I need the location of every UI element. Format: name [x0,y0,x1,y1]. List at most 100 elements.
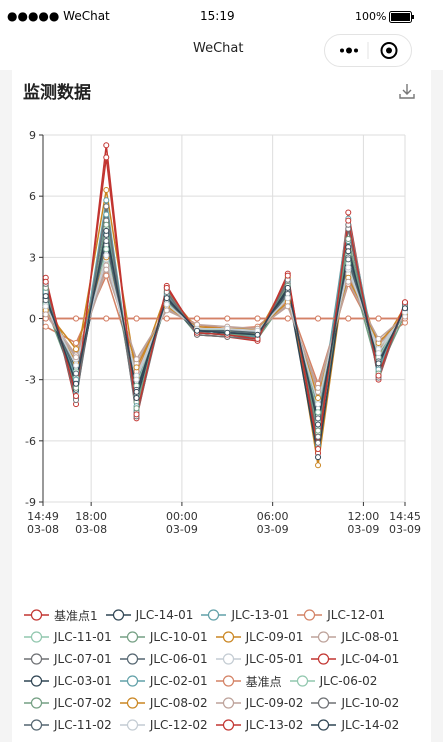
legend-item[interactable]: JLC-11-02 [24,717,112,733]
capsule[interactable] [324,34,412,67]
legend-label: JLC-09-02 [245,696,304,710]
legend-marker [30,719,43,731]
legend-label: JLC-07-02 [54,696,112,710]
legend-item[interactable]: JLC-14-02 [311,717,399,733]
clock: 15:19 [200,9,235,23]
legend-icon [201,609,227,621]
legend-icon [311,631,337,643]
x-tick-label-line: 12:00 [348,510,380,523]
point [42,311,49,318]
x-tick-label-line: 18:00 [75,510,107,523]
point [163,307,170,314]
point [375,360,382,367]
legend-item[interactable]: JLC-10-02 [311,695,399,711]
legend-marker [126,631,138,643]
point [103,154,110,161]
point [73,354,80,361]
legend-item[interactable]: JLC-12-02 [119,717,208,733]
point [315,439,322,446]
legend-label: JLC-06-01 [149,652,208,666]
point [73,392,80,399]
legend-item[interactable]: JLC-13-01 [201,607,289,623]
point [375,350,382,357]
point [284,303,291,310]
x-tick-label-line: 06:00 [257,510,289,523]
series-line [45,145,406,454]
legend-icon [311,719,337,731]
point [315,401,322,408]
point [103,211,110,218]
legend-item[interactable]: JLC-09-02 [215,695,304,711]
legend-item[interactable]: JLC-05-01 [215,651,303,667]
x-tick-label-line: 03-09 [166,523,198,536]
legend-icon [24,631,49,643]
legend-label: JLC-13-01 [231,608,290,622]
legend-marker [208,609,220,621]
point [284,272,291,279]
point [315,433,322,440]
legend-item[interactable]: JLC-11-01 [24,629,112,645]
carrier: ●●●●● WeChat [7,9,110,23]
legend-label: 基准点 [245,674,282,689]
legend-item[interactable]: JLC-08-02 [119,695,208,711]
legend-item[interactable]: JLC-06-01 [119,651,208,667]
point [224,329,231,336]
point [73,339,80,346]
legend-item[interactable]: 基准点1 [24,607,98,623]
legend-label: JLC-10-02 [341,696,400,710]
point [345,256,352,263]
point [315,384,322,391]
legend-icon [105,609,131,621]
point [103,203,110,210]
point [194,327,201,334]
legend: 基准点1 JLC-14-01 JLC-13-01 JLC-12-01 JLC-11-01… [24,607,424,733]
legend-label: JLC-14-01 [135,608,194,622]
legend-item[interactable]: JLC-07-02 [24,695,112,711]
point [42,293,49,300]
point [133,364,140,371]
point [345,315,352,322]
legend-marker [222,631,234,643]
legend-item[interactable]: JLC-04-01 [311,651,399,667]
point [73,362,80,369]
legend-item[interactable]: JLC-12-01 [297,607,385,623]
point [73,380,80,387]
legend-label: 基准点1 [54,608,98,623]
x-tick-label: 00:00 03-09 [166,510,198,536]
legend-item[interactable]: JLC-03-01 [24,673,112,689]
point [163,284,170,291]
legend-label: JLC-10-01 [149,630,208,644]
x-tick-label: 06:00 03-09 [257,510,289,536]
point [254,331,261,338]
point [133,388,140,395]
point [103,252,110,259]
legend-marker [30,675,43,687]
point [163,301,170,308]
download-icon[interactable] [398,82,416,100]
legend-marker [126,653,138,665]
point [42,278,49,285]
legend-item[interactable]: JLC-13-02 [215,717,303,733]
legend-item[interactable]: JLC-07-01 [24,651,112,667]
legend-item[interactable]: JLC-02-01 [119,673,208,689]
legend-item[interactable]: JLC-06-02 [289,673,377,689]
legend-item[interactable]: JLC-08-01 [311,629,399,645]
point [103,227,110,234]
x-tick-label-line: 14:45 [389,510,421,523]
legend-item[interactable]: JLC-14-01 [105,607,194,623]
lines [45,145,406,466]
point [133,411,140,418]
point [345,264,352,271]
point [315,395,322,402]
point [315,462,322,469]
legend-item[interactable]: 基准点 [215,673,282,689]
legend-label: JLC-08-01 [341,630,400,644]
legend-item[interactable]: JLC-09-01 [215,629,303,645]
legend-icon [119,653,145,665]
legend-marker [126,697,138,709]
legend-item[interactable]: JLC-10-01 [119,629,208,645]
x-tick-label-line: 03-09 [347,523,379,536]
x-tick-label: 14:49 03-08 [27,510,59,536]
legend-icon [215,675,241,687]
legend-icon [24,675,49,687]
